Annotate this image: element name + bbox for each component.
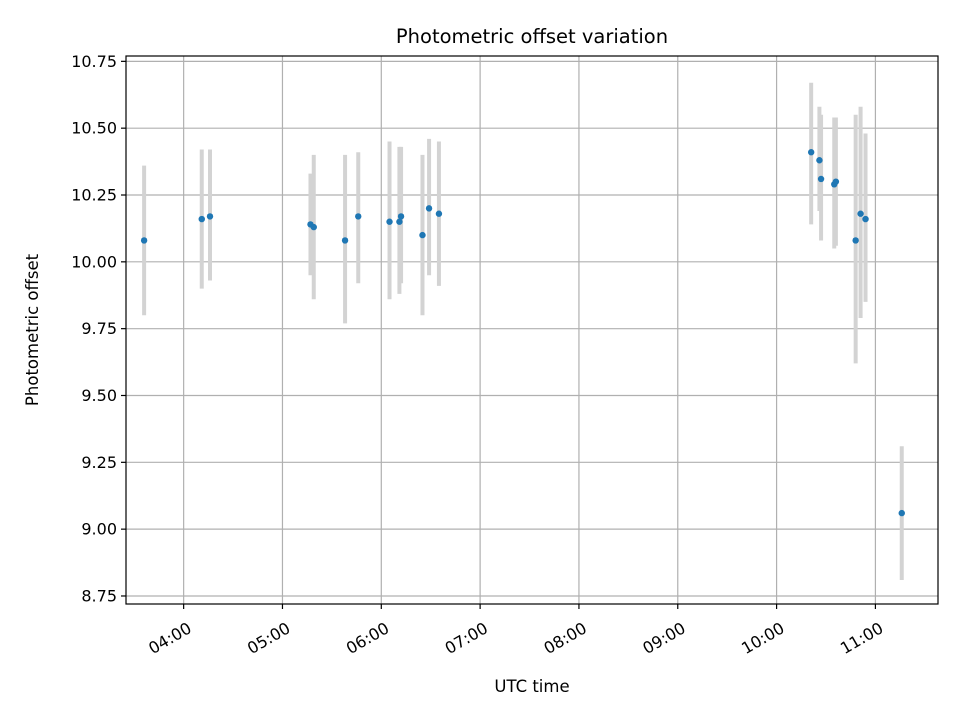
data-point <box>206 213 214 220</box>
y-tick-label: 9.00 <box>81 520 117 539</box>
y-tick-label: 9.25 <box>81 453 117 472</box>
plot-frame <box>125 55 939 605</box>
data-point <box>419 231 426 239</box>
data-point <box>341 237 349 244</box>
data-point <box>355 213 362 220</box>
chart-title: Photometric offset variation <box>396 25 668 48</box>
y-tick-label: 10.25 <box>71 186 117 205</box>
data-point <box>386 218 393 225</box>
y-axis-label: Photometric offset <box>23 253 42 406</box>
data-point <box>862 215 869 223</box>
data-point <box>817 175 825 183</box>
data-point <box>397 213 405 220</box>
y-tick-label: 10.00 <box>71 252 117 271</box>
y-tick-label: 9.50 <box>81 386 117 405</box>
grid <box>126 56 938 604</box>
y-tick-label: 9.75 <box>81 319 117 338</box>
y-tick-label: 8.75 <box>81 586 117 605</box>
data-point <box>857 210 864 217</box>
data-point <box>396 218 403 225</box>
y-axis: 8.75 9.00 9.25 9.50 9.75 10.00 10.25 10.50 10.75 <box>71 52 126 605</box>
data-point <box>832 178 840 185</box>
data-points <box>140 149 905 517</box>
y-tick-label: 10.50 <box>71 119 117 138</box>
data-point <box>816 157 823 164</box>
data-point <box>425 205 433 212</box>
data-point <box>140 237 148 244</box>
data-point <box>435 210 443 217</box>
data-point <box>807 149 815 156</box>
data-point <box>310 223 317 231</box>
x-axis-label: UTC time <box>494 677 569 696</box>
data-point <box>898 509 905 517</box>
y-tick-label: 10.75 <box>71 52 117 71</box>
data-point <box>852 237 859 244</box>
data-point <box>198 215 205 223</box>
